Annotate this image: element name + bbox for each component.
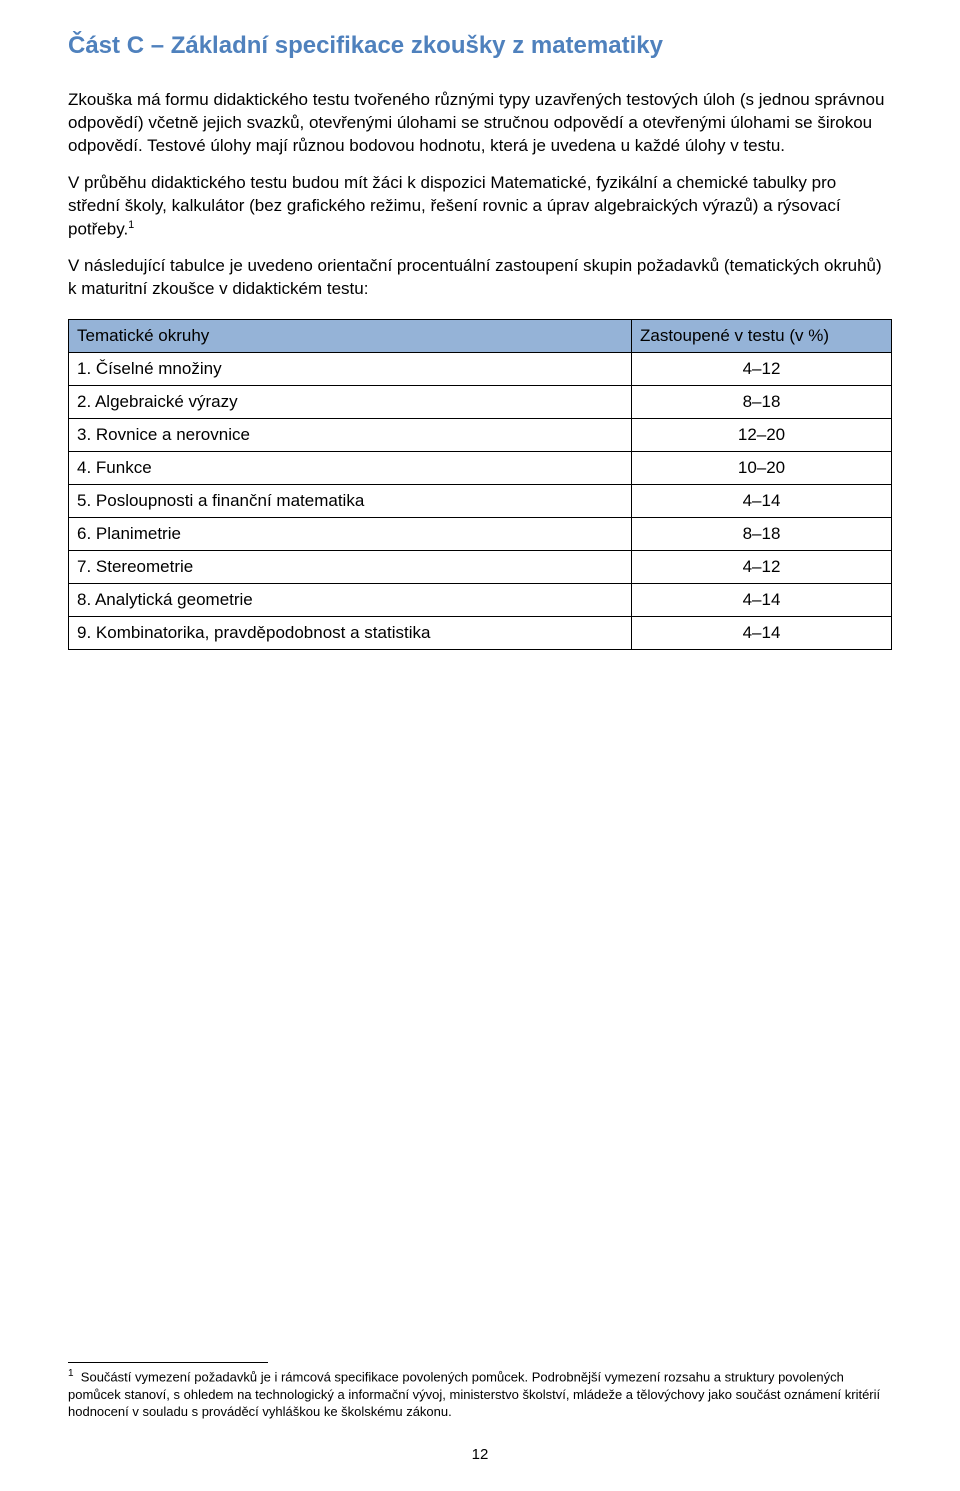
table-cell-percent: 8–18 <box>632 386 892 419</box>
footnote: 1 Součástí vymezení požadavků je i rámco… <box>68 1367 892 1421</box>
section-heading: Část C – Základní specifikace zkoušky z … <box>68 30 892 61</box>
table-cell-topic: 5. Posloupnosti a finanční matematika <box>69 485 632 518</box>
paragraph-2: V průběhu didaktického testu budou mít ž… <box>68 172 892 241</box>
table-cell-percent: 4–14 <box>632 584 892 617</box>
table-cell-topic: 7. Stereometrie <box>69 551 632 584</box>
table-row: 7. Stereometrie 4–12 <box>69 551 892 584</box>
table-row: 3. Rovnice a nerovnice 12–20 <box>69 419 892 452</box>
page: Část C – Základní specifikace zkoušky z … <box>0 0 960 1491</box>
table-cell-topic: 8. Analytická geometrie <box>69 584 632 617</box>
table-cell-topic: 2. Algebraické výrazy <box>69 386 632 419</box>
table-header-topics: Tematické okruhy <box>69 320 632 353</box>
table-cell-percent: 10–20 <box>632 452 892 485</box>
footnote-text: Součástí vymezení požadavků je i rámcová… <box>68 1369 880 1419</box>
table-row: 5. Posloupnosti a finanční matematika 4–… <box>69 485 892 518</box>
table-cell-percent: 4–14 <box>632 617 892 650</box>
table-cell-percent: 4–14 <box>632 485 892 518</box>
table-row: 1. Číselné množiny 4–12 <box>69 353 892 386</box>
table-cell-percent: 8–18 <box>632 518 892 551</box>
table-row: 2. Algebraické výrazy 8–18 <box>69 386 892 419</box>
table-cell-topic: 6. Planimetrie <box>69 518 632 551</box>
table-cell-percent: 12–20 <box>632 419 892 452</box>
footnote-ref: 1 <box>128 219 134 231</box>
footnote-separator <box>68 1362 268 1363</box>
table-cell-percent: 4–12 <box>632 353 892 386</box>
table-cell-topic: 4. Funkce <box>69 452 632 485</box>
table-cell-topic: 3. Rovnice a nerovnice <box>69 419 632 452</box>
paragraph-3: V následující tabulce je uvedeno orienta… <box>68 255 892 301</box>
paragraph-2-text: V průběhu didaktického testu budou mít ž… <box>68 173 841 239</box>
table-cell-topic: 9. Kombinatorika, pravděpodobnost a stat… <box>69 617 632 650</box>
table-row: 9. Kombinatorika, pravděpodobnost a stat… <box>69 617 892 650</box>
table-cell-topic: 1. Číselné množiny <box>69 353 632 386</box>
table-header-row: Tematické okruhy Zastoupené v testu (v %… <box>69 320 892 353</box>
page-number: 12 <box>0 1446 960 1463</box>
paragraph-1: Zkouška má formu didaktického testu tvoř… <box>68 89 892 158</box>
table-row: 8. Analytická geometrie 4–14 <box>69 584 892 617</box>
table-row: 4. Funkce 10–20 <box>69 452 892 485</box>
footnote-block: 1 Součástí vymezení požadavků je i rámco… <box>68 1362 892 1421</box>
topics-table: Tematické okruhy Zastoupené v testu (v %… <box>68 319 892 650</box>
table-row: 6. Planimetrie 8–18 <box>69 518 892 551</box>
table-header-percent: Zastoupené v testu (v %) <box>632 320 892 353</box>
table-cell-percent: 4–12 <box>632 551 892 584</box>
footnote-marker: 1 <box>68 1368 74 1379</box>
